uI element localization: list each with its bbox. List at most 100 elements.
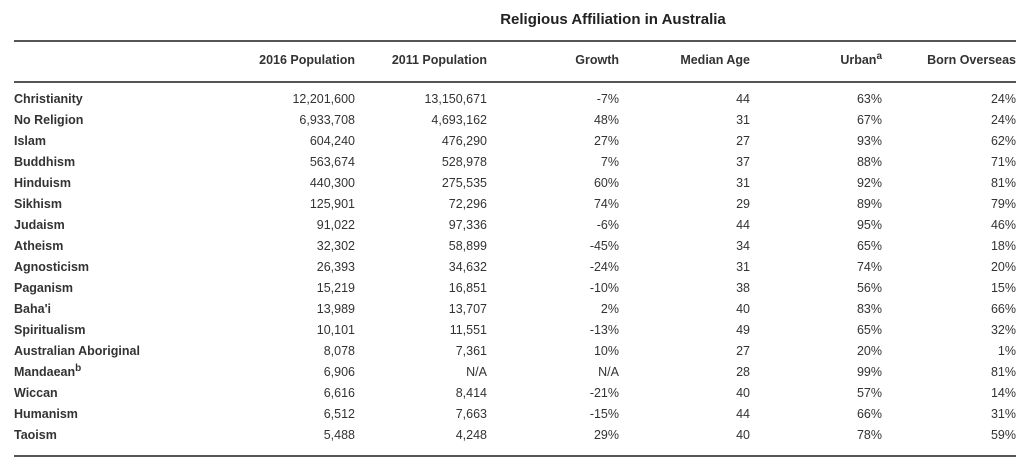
top-rule [14, 40, 1016, 42]
table-cell: 89% [856, 196, 882, 211]
table-title: Religious Affiliation in Australia [500, 11, 726, 28]
table-row: Christianity 12,201,600 13,150,671 -7% 44 63%… [14, 88, 1016, 109]
table-cell: 95% [856, 217, 882, 232]
table-row: Buddhism 563,674 528,978 7% 37 88% 71% [14, 151, 1016, 172]
table-cell: 32,302 [316, 238, 355, 253]
table-cell: 12,201,600 [292, 91, 355, 106]
table-cell: 40 [736, 301, 750, 316]
table-cell: 29 [736, 196, 750, 211]
column-header-label: 2016 Population [259, 53, 355, 67]
table-cell: 275,535 [441, 175, 487, 190]
table-cell: 83% [856, 301, 882, 316]
footnote-marker: a [876, 50, 882, 62]
table-cell: 44 [736, 91, 750, 106]
row-label: Sikhism [14, 193, 224, 214]
table-row: Australian Aboriginal 8,078 7,361 10% 27 20% 1… [14, 340, 1016, 361]
table-cell: 28 [736, 364, 750, 379]
table-cell: 72,296 [448, 196, 487, 211]
table-cell: 88% [856, 154, 882, 169]
table-cell: 13,989 [316, 301, 355, 316]
table-cell: 58,899 [448, 238, 487, 253]
table-cell: 66% [990, 301, 1016, 316]
row-label-text: Mandaean [14, 364, 76, 379]
row-label: Atheism [14, 235, 224, 256]
table-cell: 93% [856, 133, 882, 148]
table-row: Atheism 32,302 58,899 -45% 34 65% 18% [14, 235, 1016, 256]
row-label-text: Paganism [14, 280, 74, 295]
column-header: Born Overseas [882, 41, 1016, 79]
table-cell: 27 [736, 133, 750, 148]
table-cell: 24% [990, 91, 1016, 106]
table-cell: -21% [589, 385, 619, 400]
table-cell: -10% [589, 280, 619, 295]
header-row: 2016 Population 2011 Population Growth Medi… [14, 41, 1016, 79]
table-cell: 7% [600, 154, 619, 169]
table-cell: 20% [856, 343, 882, 358]
header-rule [14, 81, 1016, 83]
row-label-text: Wiccan [14, 385, 58, 400]
column-header-label: Urban [840, 53, 877, 67]
column-header: 2011 Population [355, 41, 487, 79]
table-cell: 2% [600, 301, 619, 316]
row-label-text: Hinduism [14, 175, 71, 190]
table-cell: 6,512 [323, 406, 355, 421]
table-cell: 24% [990, 112, 1016, 127]
table-cell: 63% [856, 91, 882, 106]
table-cell: 56% [856, 280, 882, 295]
table-cell: 31 [736, 259, 750, 274]
row-label: Baha'i [14, 298, 224, 319]
table-cell: 4,693,162 [431, 112, 487, 127]
table-cell: 6,906 [323, 364, 355, 379]
table-cell: 1% [997, 343, 1016, 358]
row-label-text: Spiritualism [14, 322, 86, 337]
table-cell: 31 [736, 175, 750, 190]
table-cell: 27% [593, 133, 619, 148]
table-cell: 46% [990, 217, 1016, 232]
table-row: Sikhism 125,901 72,296 74% 29 89% 79% [14, 193, 1016, 214]
row-label-text: Baha'i [14, 301, 52, 316]
row-label-text: Australian Aboriginal [14, 343, 140, 358]
table-cell: -24% [589, 259, 619, 274]
table-row: Agnosticism 26,393 34,632 -24% 31 74% 20% [14, 256, 1016, 277]
column-header-label: 2011 Population [391, 53, 487, 67]
table-cell: 67% [856, 112, 882, 127]
footnote-marker: b [75, 362, 82, 374]
table-cell: 71% [990, 154, 1016, 169]
table-cell: -15% [589, 406, 619, 421]
row-label: Islam [14, 130, 224, 151]
table-cell: 26,393 [316, 259, 355, 274]
table-cell: 92% [856, 175, 882, 190]
table-row: No Religion 6,933,708 4,693,162 48% 31 67% 24% [14, 109, 1016, 130]
table-cell: 62% [990, 133, 1016, 148]
spacer [14, 79, 1016, 88]
row-label: Taoism [14, 424, 224, 445]
row-label: Agnosticism [14, 256, 224, 277]
table-cell: 78% [856, 427, 882, 442]
table-cell: 37 [736, 154, 750, 169]
table-cell: 7,361 [455, 343, 487, 358]
row-label-text: Agnosticism [14, 259, 90, 274]
table-cell: 79% [990, 196, 1016, 211]
table-cell: 440,300 [309, 175, 355, 190]
row-label-text: No Religion [14, 112, 84, 127]
table-cell: 11,551 [449, 322, 487, 337]
column-header [14, 41, 224, 79]
table-cell: 32% [990, 322, 1016, 337]
column-header: Median Age [619, 41, 750, 79]
table-cell: 604,240 [309, 133, 355, 148]
table-cell: 60% [593, 175, 619, 190]
table-cell: 34 [736, 238, 750, 253]
table-cell: 74% [856, 259, 882, 274]
table-cell: 13,707 [448, 301, 487, 316]
table-cell: 44 [736, 217, 750, 232]
row-label-text: Sikhism [14, 196, 62, 211]
table-cell: 528,978 [441, 154, 487, 169]
row-label-text: Humanism [14, 406, 78, 421]
table-cell: 476,290 [441, 133, 487, 148]
table-cell: 14% [990, 385, 1016, 400]
table-cell: 31 [736, 112, 750, 127]
column-header-label: Born Overseas [927, 53, 1016, 67]
table-row: Wiccan 6,616 8,414 -21% 40 57% 14% [14, 382, 1016, 403]
table-cell: 97,336 [448, 217, 487, 232]
table-cell: 10% [593, 343, 619, 358]
